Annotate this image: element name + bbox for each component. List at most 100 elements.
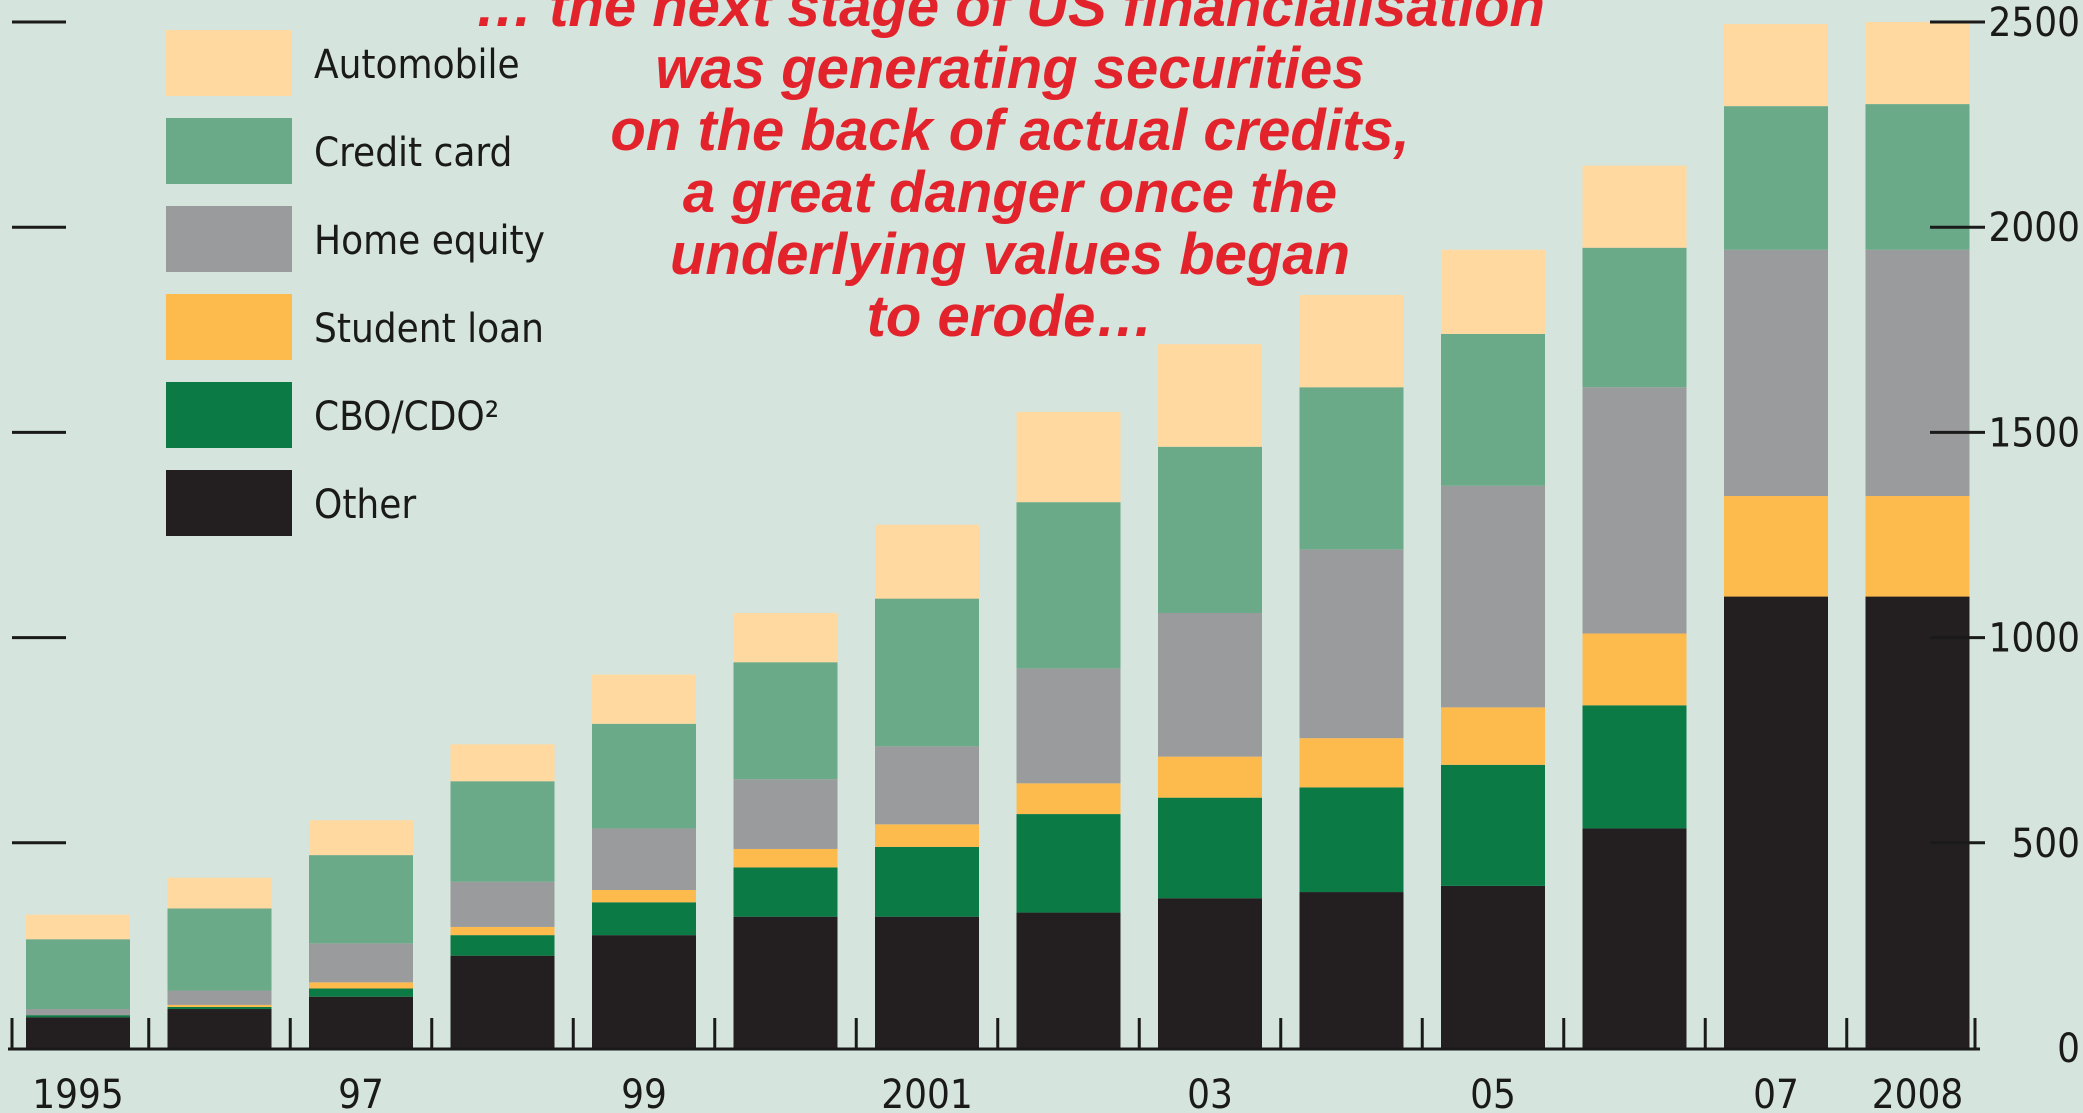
x-tick-label-03: 03 bbox=[1187, 1072, 1233, 1113]
bar-segment-automobile-2004 bbox=[1299, 294, 1404, 388]
x-tick-label-1995: 1995 bbox=[32, 1072, 124, 1113]
bar-segment-home-equity-1998 bbox=[450, 881, 555, 927]
legend-swatch-home-equity bbox=[166, 206, 292, 272]
headline-annotation: … the next stage of US financialisation … bbox=[360, 0, 1660, 348]
y-tick-label-2500: 2500 bbox=[1988, 0, 2080, 46]
bar-segment-automobile-2006 bbox=[1582, 165, 1687, 248]
bar-segment-cbo-cdo-1999 bbox=[592, 902, 696, 936]
bar-segment-credit-card-2007 bbox=[1724, 106, 1828, 250]
bar-segment-other-2008 bbox=[1865, 596, 1970, 1048]
bar-segment-student-loan-1999 bbox=[592, 889, 696, 903]
bar-segment-automobile-1995 bbox=[26, 914, 130, 940]
legend-swatch-automobile bbox=[166, 30, 292, 96]
bar-segment-other-1995 bbox=[26, 1017, 130, 1048]
bar-segment-student-loan-2005 bbox=[1441, 707, 1545, 765]
bar-segment-automobile-2007 bbox=[1724, 24, 1828, 107]
bar-segment-automobile-2002 bbox=[1016, 411, 1121, 503]
bar-segment-student-loan-2001 bbox=[875, 824, 979, 847]
bar-segment-home-equity-2007 bbox=[1724, 249, 1828, 497]
bar-segment-cbo-cdo-2006 bbox=[1582, 705, 1687, 829]
headline-line: to erode… bbox=[866, 284, 1154, 349]
bar-segment-home-equity-1996 bbox=[167, 990, 272, 1005]
bar-segment-cbo-cdo-2002 bbox=[1016, 814, 1121, 913]
bar-segment-credit-card-2006 bbox=[1582, 247, 1687, 388]
legend-label-cbo-cdo: CBO/CDO² bbox=[314, 394, 499, 440]
bar-segment-other-2000 bbox=[733, 916, 838, 1048]
bar-segment-home-equity-2004 bbox=[1299, 549, 1404, 739]
x-tick-label-07: 07 bbox=[1753, 1072, 1799, 1113]
bar-segment-other-1999 bbox=[592, 935, 696, 1048]
bar-segment-home-equity-1997 bbox=[309, 943, 413, 983]
x-tick-label-99: 99 bbox=[621, 1072, 667, 1113]
bar-segment-home-equity-2006 bbox=[1582, 387, 1687, 634]
bar-segment-student-loan-2008 bbox=[1865, 496, 1970, 597]
bar-segment-other-2002 bbox=[1016, 912, 1121, 1048]
bar-segment-cbo-cdo-1995 bbox=[26, 1015, 130, 1018]
bar-segment-automobile-1996 bbox=[167, 877, 272, 909]
legend: Automobile Credit card Home equity Student … bbox=[166, 30, 545, 536]
bar-segment-credit-card-2002 bbox=[1016, 502, 1121, 669]
legend-label-other: Other bbox=[314, 482, 416, 528]
bar-segment-other-1997 bbox=[309, 996, 413, 1048]
bar-segment-student-loan-1996 bbox=[167, 1004, 272, 1007]
bar-segment-credit-card-1997 bbox=[309, 855, 413, 944]
bar-segment-other-2003 bbox=[1158, 898, 1262, 1048]
headline-line: on the back of actual credits, bbox=[610, 98, 1410, 163]
bar-segment-cbo-cdo-1998 bbox=[450, 935, 555, 956]
bars-layer bbox=[26, 22, 1970, 1048]
bar-segment-other-2007 bbox=[1724, 596, 1828, 1048]
bar-segment-other-2004 bbox=[1299, 892, 1404, 1048]
bar-segment-student-loan-2004 bbox=[1299, 738, 1404, 788]
legend-label-home-equity: Home equity bbox=[314, 218, 545, 264]
y-tick-label-1500: 1500 bbox=[1988, 410, 2080, 456]
headline-line: … the next stage of US financialisation bbox=[475, 0, 1545, 39]
bar-segment-other-2001 bbox=[875, 916, 979, 1048]
legend-swatch-other bbox=[166, 470, 292, 536]
bar-segment-automobile-1998 bbox=[450, 744, 555, 782]
bar-segment-credit-card-1995 bbox=[26, 939, 130, 1010]
bar-segment-cbo-cdo-1997 bbox=[309, 988, 413, 997]
bar-segment-cbo-cdo-2003 bbox=[1158, 797, 1262, 899]
headline-line: a great danger once the bbox=[682, 160, 1338, 225]
bar-segment-home-equity-2000 bbox=[733, 779, 838, 849]
bar-segment-credit-card-1996 bbox=[167, 908, 272, 991]
bar-segment-cbo-cdo-2005 bbox=[1441, 764, 1545, 886]
y-tick-label-1000: 1000 bbox=[1988, 616, 2080, 662]
bar-segment-student-loan-2002 bbox=[1016, 783, 1121, 815]
bar-segment-home-equity-2005 bbox=[1441, 485, 1545, 708]
bar-segment-credit-card-1999 bbox=[592, 723, 696, 829]
legend-label-automobile: Automobile bbox=[314, 42, 520, 88]
bar-segment-student-loan-2007 bbox=[1724, 496, 1828, 597]
bar-segment-automobile-2005 bbox=[1441, 249, 1545, 334]
legend-swatch-student-loan bbox=[166, 294, 292, 360]
headline-line: underlying values began bbox=[669, 222, 1351, 287]
bar-segment-automobile-1997 bbox=[309, 820, 413, 856]
bar-segment-student-loan-1997 bbox=[309, 982, 413, 989]
headline-line: was generating securities bbox=[655, 36, 1365, 101]
bar-segment-home-equity-2002 bbox=[1016, 668, 1121, 784]
bar-segment-credit-card-2005 bbox=[1441, 333, 1545, 486]
y-tick-label-500: 500 bbox=[2011, 821, 2080, 867]
bar-segment-home-equity-2003 bbox=[1158, 612, 1262, 757]
bar-segment-home-equity-2008 bbox=[1865, 249, 1970, 497]
axes-layer: 1995 97 99 2001 03 05 07 2008 0 500 1000 1500 2000 25… bbox=[8, 0, 2080, 1113]
bar-segment-automobile-2001 bbox=[875, 524, 979, 599]
x-tick-label-2008: 2008 bbox=[1872, 1072, 1964, 1113]
bar-segment-cbo-cdo-2004 bbox=[1299, 787, 1404, 893]
bar-segment-home-equity-1995 bbox=[26, 1009, 130, 1016]
bar-segment-cbo-cdo-2000 bbox=[733, 867, 838, 917]
legend-swatch-credit-card bbox=[166, 118, 292, 184]
bar-segment-automobile-2000 bbox=[733, 612, 838, 663]
x-tick-label-05: 05 bbox=[1470, 1072, 1516, 1113]
bar-segment-automobile-2003 bbox=[1158, 344, 1262, 447]
y-tick-label-0: 0 bbox=[2057, 1026, 2080, 1072]
bar-segment-other-2005 bbox=[1441, 885, 1545, 1048]
bar-segment-home-equity-2001 bbox=[875, 746, 979, 825]
bar-segment-automobile-2008 bbox=[1865, 22, 1970, 105]
bar-segment-student-loan-2003 bbox=[1158, 756, 1262, 798]
y-tick-label-2000: 2000 bbox=[1988, 205, 2080, 251]
legend-label-credit-card: Credit card bbox=[314, 130, 512, 176]
bar-segment-home-equity-1999 bbox=[592, 828, 696, 890]
bar-segment-cbo-cdo-1996 bbox=[167, 1006, 272, 1010]
